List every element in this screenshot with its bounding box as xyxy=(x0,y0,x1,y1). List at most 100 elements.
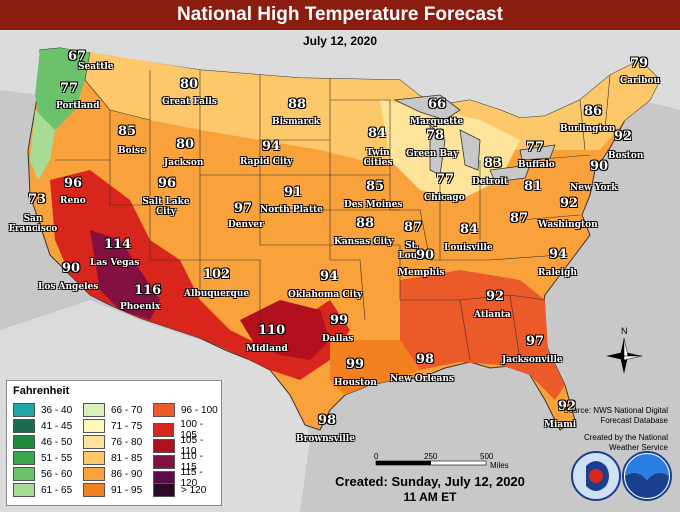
legend-label: 110 - 115 xyxy=(180,451,203,473)
texas-heat-zone xyxy=(240,300,330,360)
legend-label: 115 - 120 xyxy=(180,467,203,489)
legend-swatch xyxy=(83,467,105,481)
city-temp-miami: 92 xyxy=(558,399,577,414)
city-name-dallas: Dallas xyxy=(322,334,354,344)
northern-plains-zone xyxy=(85,52,660,165)
legend-label: 41 - 45 xyxy=(41,420,73,432)
legend-swatch xyxy=(153,455,175,469)
city-name-boston: Boston xyxy=(608,151,644,161)
city-temp-denver: 97 xyxy=(234,201,253,216)
city-name-reno: Reno xyxy=(60,196,86,206)
legend-item: 91 - 95 xyxy=(83,483,142,497)
city-temp-dallas: 99 xyxy=(330,313,349,328)
legend-label: 76 - 80 xyxy=(111,436,143,448)
legend-swatch xyxy=(153,403,175,417)
temperature-map xyxy=(0,30,680,512)
city-temp-houston: 99 xyxy=(346,357,365,372)
city-name-atlanta: Atlanta xyxy=(474,310,511,320)
legend-item: 115 - 120 xyxy=(153,467,221,489)
scale-tick-0: 0 xyxy=(374,452,379,461)
desert-extreme-zone xyxy=(90,230,160,320)
scale-unit: Miles xyxy=(490,461,509,470)
legend-item: 76 - 80 xyxy=(83,435,142,449)
city-temp-portland: 77 xyxy=(60,81,79,96)
great-lakes-zone xyxy=(380,100,520,200)
city-name-new-york: New York xyxy=(570,183,618,193)
city-name-san-francisco: San Francisco xyxy=(8,214,58,234)
legend-label: 96 - 100 xyxy=(181,404,218,416)
city-name-detroit: Detroit xyxy=(472,177,509,187)
legend-item: 71 - 75 xyxy=(83,419,142,433)
city-temp-new-york: 92 xyxy=(560,196,579,211)
legend-label: 91 - 95 xyxy=(111,484,143,496)
legend-label: 61 - 65 xyxy=(41,484,73,496)
legend-item: 105 - 110 xyxy=(153,435,221,457)
legend-label: 51 - 55 xyxy=(41,452,73,464)
city-name-new-orleans: New Orleans xyxy=(390,374,455,384)
city-temp-detroit: 83 xyxy=(484,156,503,171)
city-temp-chicago: 77 xyxy=(436,172,455,187)
legend-swatch xyxy=(13,435,35,449)
city-name-portland: Portland xyxy=(56,101,100,111)
state-borders xyxy=(55,51,611,361)
city-temp-st-louis: 87 xyxy=(404,220,423,235)
legend-item: 61 - 65 xyxy=(13,483,72,497)
city-temp-jackson: 80 xyxy=(176,137,195,152)
city-name-rapid-city: Rapid City xyxy=(240,157,293,167)
legend-item: 36 - 40 xyxy=(13,403,72,417)
city-temp-rapid-city: 94 xyxy=(262,139,281,154)
scale-tick-250: 250 xyxy=(424,452,438,461)
city-temp-los-angeles: 90 xyxy=(62,261,81,276)
city-temp-twin-cities: 84 xyxy=(368,126,387,141)
created-time: 11 AM ET xyxy=(403,490,457,504)
city-temp-kansas-city: 88 xyxy=(356,216,375,231)
pacific-nw-zone xyxy=(35,48,90,130)
legend-label: 46 - 50 xyxy=(41,436,73,448)
city-name-phoenix: Phoenix xyxy=(120,302,161,312)
scale-bar xyxy=(375,460,487,466)
city-temp-new-orleans: 98 xyxy=(416,352,435,367)
legend-swatch xyxy=(83,435,105,449)
legend-swatch xyxy=(83,419,105,433)
legend-label: 100 - 105 xyxy=(180,419,204,441)
legend-label: 86 - 90 xyxy=(111,468,143,480)
city-temp-unlabeled-1: 81 xyxy=(524,179,543,194)
city-temp-raleigh: 94 xyxy=(549,247,568,262)
forecast-date: July 12, 2020 xyxy=(302,34,378,48)
city-name-raleigh: Raleigh xyxy=(538,268,577,278)
legend-swatch xyxy=(13,467,35,481)
city-name-boise: Boise xyxy=(118,146,146,156)
city-name-caribou: Caribou xyxy=(620,76,660,86)
city-temp-reno: 96 xyxy=(64,176,83,191)
city-name-midland: Midland xyxy=(246,344,288,354)
legend-swatch xyxy=(153,439,175,453)
legend-item: 46 - 50 xyxy=(13,435,72,449)
city-temp-marquette: 66 xyxy=(428,97,447,112)
city-name-des-moines: Des Moines xyxy=(344,200,403,210)
legend-label: 81 - 85 xyxy=(111,452,143,464)
city-name-jacksonville: Jacksonville xyxy=(502,355,563,365)
legend-title: Fahrenheit xyxy=(13,385,70,397)
city-name-north-platte: North Platte xyxy=(260,205,323,215)
city-name-los-angeles: Los Angeles xyxy=(38,282,99,292)
city-temp-san-francisco: 73 xyxy=(28,192,47,207)
legend-label: 66 - 70 xyxy=(111,404,143,416)
city-name-salt-lake-city: Salt Lake City xyxy=(142,197,190,217)
legend-swatch xyxy=(13,483,35,497)
scale-tick-500: 500 xyxy=(480,452,494,461)
city-temp-great-falls: 80 xyxy=(180,77,199,92)
legend-item: 66 - 70 xyxy=(83,403,142,417)
city-temp-bismarck: 88 xyxy=(288,97,307,112)
legend-swatch xyxy=(13,403,35,417)
legend-label: 36 - 40 xyxy=(41,404,73,416)
legend-item: 56 - 60 xyxy=(13,467,72,481)
city-name-green-bay: Green Bay xyxy=(406,149,459,159)
city-temp-memphis: 90 xyxy=(416,248,435,263)
noaa-logo xyxy=(622,451,672,501)
legend-swatch xyxy=(153,483,175,497)
city-temp-oklahoma-city: 94 xyxy=(320,269,339,284)
legend: Fahrenheit 36 - 40 41 - 45 46 - 50 51 - 55 5… xyxy=(6,380,222,506)
city-name-seattle: Seattle xyxy=(78,62,114,72)
city-name-louisville: Louisville xyxy=(444,243,493,253)
city-name-marquette: Marquette xyxy=(410,117,464,127)
